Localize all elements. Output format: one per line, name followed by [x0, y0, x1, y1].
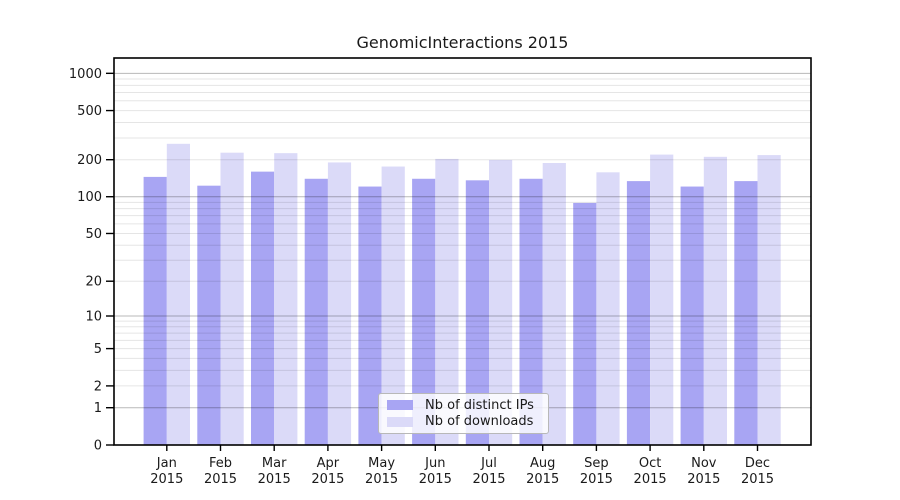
x-tick-label-month: Jan — [156, 456, 177, 471]
y-tick-label: 200 — [77, 153, 102, 168]
x-tick-label-year: 2015 — [687, 472, 720, 487]
bar-downloads-aug — [542, 163, 566, 446]
bar-downloads-dec — [757, 155, 781, 446]
x-tick-label-year: 2015 — [634, 472, 667, 487]
legend-item-distinct-ips: Nb of distinct IPs — [387, 398, 540, 413]
bar-downloads-apr — [327, 162, 352, 445]
x-tick-label-year: 2015 — [741, 472, 774, 487]
x-tick-label-month: Dec — [745, 456, 770, 471]
bar-distinct-ips-jul — [465, 180, 489, 445]
bar-downloads-jul — [489, 159, 513, 446]
y-tick-label: 5 — [94, 342, 102, 357]
x-tick-label-year: 2015 — [365, 472, 398, 487]
bar-downloads-jun — [435, 158, 459, 445]
y-tick-label: 10 — [85, 310, 102, 325]
axes-frame — [113, 57, 812, 446]
x-tick-label-month: Jun — [424, 456, 445, 471]
bar-downloads-jan — [166, 143, 190, 446]
bar-distinct-ips-oct — [626, 181, 651, 446]
x-tick-label-year: 2015 — [204, 472, 237, 487]
bar-distinct-ips-apr — [304, 178, 328, 445]
x-tick-label-month: Apr — [317, 456, 340, 471]
bar-downloads-sep — [596, 172, 620, 445]
y-tick-label: 50 — [85, 227, 102, 242]
x-tick-label-month: Mar — [262, 456, 287, 471]
legend-label-distinct-ips: Nb of distinct IPs — [425, 397, 534, 413]
bar-distinct-ips-mar — [251, 171, 275, 446]
bar-distinct-ips-dec — [734, 181, 758, 446]
x-tick-label-month: Nov — [691, 456, 717, 471]
y-tick-label: 1000 — [69, 67, 102, 82]
x-tick-label-year: 2015 — [150, 472, 183, 487]
x-tick-label-year: 2015 — [580, 472, 613, 487]
bar-downloads-oct — [650, 154, 674, 446]
y-tick-label: 100 — [77, 190, 102, 205]
y-tick-label: 20 — [85, 275, 102, 290]
legend-swatch-distinct-ips — [387, 400, 413, 411]
bar-distinct-ips-jun — [412, 178, 436, 445]
bar-distinct-ips-feb — [197, 185, 221, 446]
y-tick-label: 2 — [94, 379, 102, 394]
bar-distinct-ips-may — [358, 186, 382, 445]
x-tick-label-month: Sep — [584, 456, 609, 471]
x-tick-label-month: Feb — [209, 456, 232, 471]
legend-label-downloads: Nb of downloads — [425, 414, 534, 430]
x-tick-label-year: 2015 — [419, 472, 452, 487]
y-tick-label: 1 — [94, 401, 102, 416]
bar-downloads-nov — [703, 156, 727, 446]
bar-distinct-ips-jan — [143, 176, 167, 445]
bar-distinct-ips-sep — [573, 202, 597, 445]
bar-downloads-mar — [274, 153, 298, 445]
x-tick-label-month: Jul — [480, 456, 497, 471]
x-tick-label-month: May — [368, 456, 395, 471]
legend-item-downloads: Nb of downloads — [387, 414, 540, 429]
x-tick-label-month: Oct — [639, 456, 661, 471]
chart-title: GenomicInteractions 2015 — [356, 33, 569, 52]
x-tick-label-year: 2015 — [526, 472, 559, 487]
x-tick-label-month: Aug — [530, 456, 555, 471]
x-tick-label-year: 2015 — [258, 472, 291, 487]
bar-downloads-feb — [220, 152, 244, 445]
legend-swatch-downloads — [387, 416, 413, 427]
y-tick-label: 500 — [77, 104, 102, 119]
bar-downloads-may — [381, 166, 405, 445]
y-tick-label: 0 — [94, 439, 102, 454]
legend: Nb of distinct IPs Nb of downloads — [378, 393, 549, 434]
bar-distinct-ips-aug — [519, 178, 543, 445]
x-tick-label-year: 2015 — [472, 472, 505, 487]
x-tick-label-year: 2015 — [311, 472, 344, 487]
bar-distinct-ips-nov — [680, 186, 704, 445]
